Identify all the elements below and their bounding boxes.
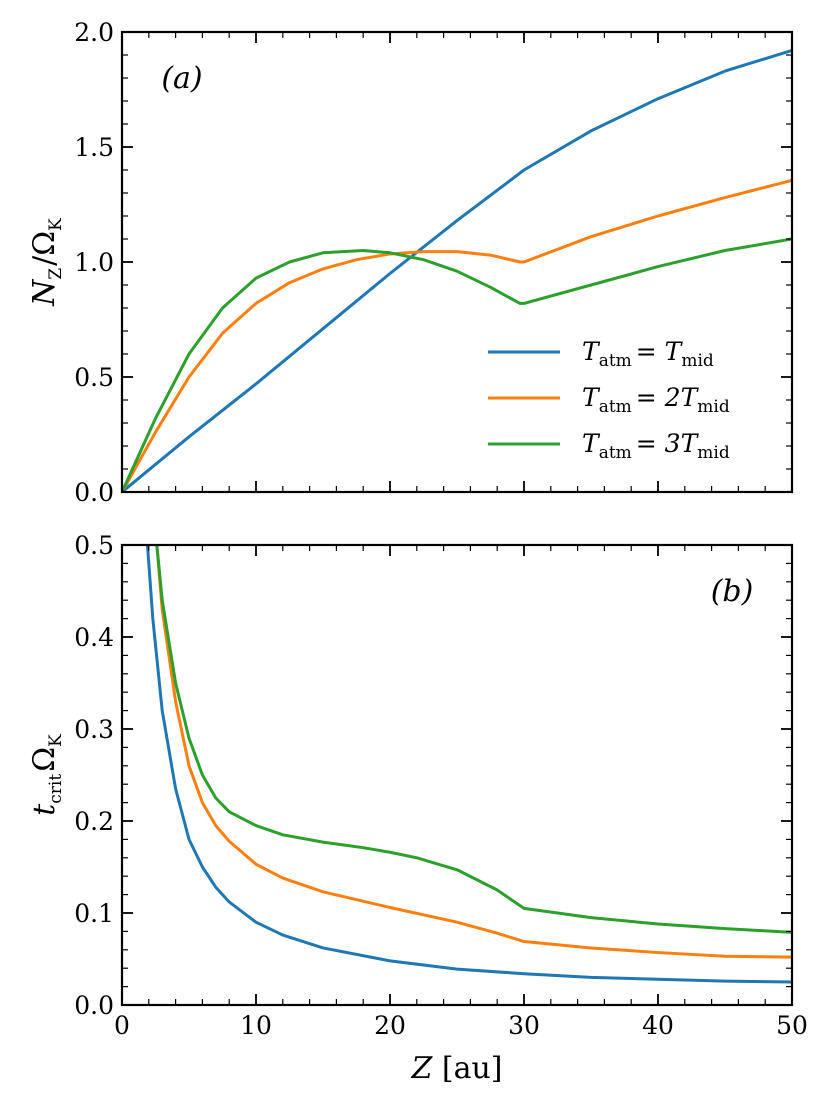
y-tick-label: 0.2 — [74, 807, 114, 836]
legend-entry: Tatm = Tmid — [582, 337, 714, 371]
x-axis-label: Z [au] — [410, 1051, 502, 1086]
y-axis-label: NZ/ΩK — [27, 218, 66, 307]
y-tick-label: 0.5 — [74, 363, 114, 392]
series-line-1 — [145, 545, 792, 984]
panel-a: 0.0 0.5 1.0 1.5 2.0 NZ/ΩK (a) Tatm = Tmid Tatm = 2… — [27, 18, 794, 507]
axes-frame — [120, 543, 794, 1007]
legend-entry: Tatm = 3Tmid — [582, 429, 730, 463]
x-tick-label: 10 — [240, 1011, 272, 1040]
series-line-1 — [122, 48, 792, 492]
y-tick-label: 1.0 — [74, 248, 114, 277]
series-line-2 — [122, 178, 792, 492]
legend: Tatm = Tmid Tatm = 2Tmid Tatm = 3Tmid — [488, 337, 730, 463]
x-tick-label: 40 — [642, 1011, 674, 1040]
x-tick-label: 30 — [508, 1011, 540, 1040]
y-axis-label: tcritΩK — [27, 734, 66, 816]
x-tick-label: 50 — [776, 1011, 808, 1040]
y-tick-label: 0.0 — [74, 478, 114, 507]
y-tick-label: 0.1 — [74, 899, 114, 928]
y-tick-label: 1.5 — [74, 133, 114, 162]
series-line-3 — [122, 237, 792, 492]
panel-label: (a) — [161, 61, 202, 96]
panel-label: (b) — [711, 574, 754, 609]
y-tick-label: 0.0 — [74, 991, 114, 1020]
y-tick-label: 0.4 — [74, 623, 114, 652]
axes-frame — [120, 30, 794, 494]
series-line-3 — [155, 545, 792, 934]
x-tick-label: 20 — [374, 1011, 406, 1040]
x-tick-label: 0 — [114, 1011, 130, 1040]
y-tick-label: 2.0 — [74, 18, 114, 47]
series-line-2 — [155, 545, 792, 959]
y-tick-label: 0.3 — [74, 715, 114, 744]
y-tick-label: 0.5 — [74, 531, 114, 560]
legend-entry: Tatm = 2Tmid — [582, 383, 730, 417]
panel-b: 0.0 0.1 0.2 0.3 0.4 0.5 0 10 20 30 40 50 tcritΩK (b) Z… — [27, 531, 808, 1086]
